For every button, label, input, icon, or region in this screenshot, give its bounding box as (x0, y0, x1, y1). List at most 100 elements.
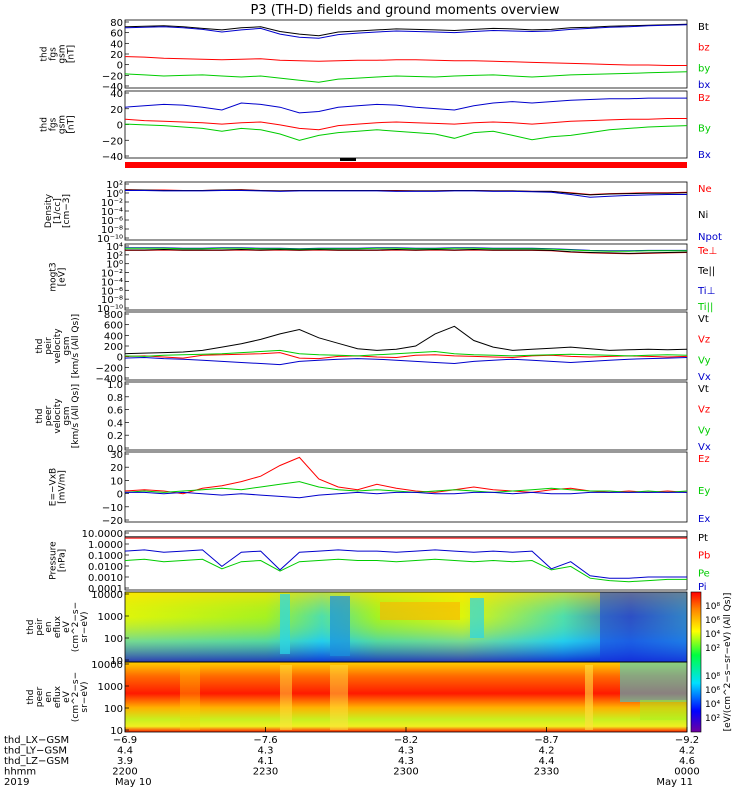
y-axis-label: fgs (49, 47, 59, 61)
y-tick-label: 10⁻⁶ (101, 286, 123, 297)
mode-bar-marks (340, 158, 356, 161)
legend-Ne: Ne (698, 184, 712, 195)
y-axis-label: peir (44, 337, 54, 355)
legend-By: By (698, 124, 711, 135)
x-value-label: 2230 (253, 767, 278, 778)
panel-frame (124, 243, 688, 311)
y-axis-label: velocity (53, 328, 63, 364)
x-value-label: 2300 (393, 767, 418, 778)
y-tick-label: 10 (110, 726, 123, 737)
y-tick-label: 60 (110, 29, 123, 40)
series-line-Vt (124, 325, 688, 355)
series-line-Vy (124, 349, 688, 357)
series-line-Pi (124, 549, 687, 579)
y-tick-label: 0.8 (107, 393, 123, 404)
x-value-label: 2330 (534, 767, 559, 778)
x-row-label: hhmm (4, 767, 36, 778)
y-axis-label: [nT] (67, 45, 77, 63)
y-tick-label: 10⁻⁴ (101, 207, 123, 218)
y-tick-label: 0 (117, 61, 123, 72)
y-axis-label: eflux (53, 615, 63, 638)
y-axis-label: E=−VxB (49, 468, 59, 506)
y-axis-label: peir (35, 618, 45, 636)
series-line-Ez (124, 456, 688, 495)
y-tick-label: 10⁰ (106, 260, 123, 271)
y-axis-label: eV (62, 620, 72, 633)
y-axis-label: velocity (53, 398, 63, 434)
y-tick-label: 10⁴ (106, 242, 123, 253)
y-axis-label: peer (35, 686, 45, 707)
y-tick-label: 200 (104, 342, 123, 353)
legend-Ez: Ez (698, 454, 710, 465)
y-axis-label: Density (44, 193, 54, 228)
y-axis-label: gsm (62, 406, 72, 425)
x-value-label: −8.2 (394, 735, 418, 746)
y-tick-label: 0.0100 (88, 562, 123, 573)
panel-frame (124, 90, 688, 159)
legend-Te⊥: Te⊥ (697, 246, 717, 257)
legend-bz: bz (698, 43, 710, 54)
x-value-label: 4.4 (539, 756, 555, 767)
y-axis-label: sr−eV) (80, 681, 90, 712)
series-line-by (124, 71, 688, 83)
x-row-label: thd_LZ−GSM (4, 756, 69, 767)
y-axis-label: thd (26, 620, 36, 635)
y-axis-label: [mV/m] (58, 470, 68, 504)
x-value-label: 4.3 (398, 756, 414, 767)
y-tick-label: −20 (102, 136, 123, 147)
colorbar-tick-label: 10⁴ (705, 630, 720, 640)
series-line-By (124, 123, 688, 141)
legend-bx: bx (698, 80, 710, 91)
y-tick-label: 40 (110, 89, 123, 100)
x-value-label: −9.2 (675, 735, 699, 746)
y-tick-label: 10² (106, 251, 123, 262)
x-value-label: 4.1 (258, 756, 274, 767)
y-tick-label: 10⁻⁴ (101, 277, 123, 288)
y-tick-label: 0.0010 (88, 573, 123, 584)
legend-Ex: Ex (698, 514, 710, 525)
legend-Bz: Bz (698, 93, 710, 104)
y-axis-label: [eV] (58, 268, 68, 287)
y-tick-label: 1000 (98, 612, 123, 623)
y-tick-label: 10⁻⁶ (101, 216, 123, 227)
y-tick-label: 0.0001 (88, 584, 123, 595)
y-tick-label: 1.0 (107, 380, 123, 391)
y-tick-label: 0.2 (107, 431, 123, 442)
electron-spectrogram-image (125, 662, 687, 732)
colorbar-tick-label: 10⁴ (705, 700, 720, 710)
y-tick-label: 400 (104, 331, 123, 342)
y-tick-label: 0 (117, 490, 123, 501)
y-axis-label: peer (44, 405, 54, 426)
legend-Pb: Pb (698, 551, 710, 562)
y-tick-label: 10.0000 (82, 529, 123, 540)
legend-by: by (698, 63, 710, 74)
legend-Ti⊥: Ti⊥ (697, 286, 715, 297)
y-tick-label: 0 (117, 121, 123, 132)
legend-Bt: Bt (698, 22, 709, 33)
y-axis-label: eV (62, 690, 72, 703)
y-tick-label: 10⁻¹⁰ (97, 304, 123, 315)
mode-bar (125, 162, 687, 168)
y-axis-label: [km/s (All Qs)] (71, 314, 81, 378)
legend-Vy: Vy (698, 425, 711, 436)
y-tick-label: −40 (102, 152, 123, 163)
y-axis-label: (cm^2−s− (71, 672, 81, 722)
legend-Vy: Vy (698, 355, 711, 366)
y-tick-label: −40 (102, 82, 123, 93)
y-tick-label: 100 (104, 704, 123, 715)
x-value-label: 0000 (674, 767, 699, 778)
y-tick-label: 10000 (91, 660, 123, 671)
y-tick-label: −400 (96, 374, 123, 385)
y-tick-label: 1.0000 (88, 540, 123, 551)
x-value-label: −7.6 (253, 735, 277, 746)
y-axis-label: fgs (49, 117, 59, 131)
series-line-Bz (124, 118, 687, 131)
y-tick-label: −10 (102, 503, 123, 514)
colorbar-label: [eV/(cm^2−s−sr−eV) (All Qs)] (723, 593, 733, 732)
x-value-label: −8.7 (534, 735, 558, 746)
y-axis-label: sr−eV) (80, 611, 90, 642)
